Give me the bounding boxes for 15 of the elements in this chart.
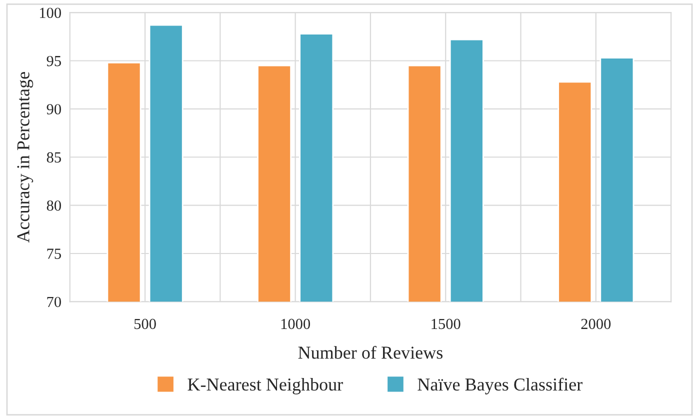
y-axis-title: Accuracy in Percentage <box>17 72 34 243</box>
y-tick-label: 85 <box>46 152 61 163</box>
y-tick-label: 95 <box>46 56 61 66</box>
legend-label: K-Nearest Neighbour <box>188 378 343 394</box>
y-tick-label: 90 <box>46 104 61 114</box>
y-tick-label: 75 <box>47 248 61 259</box>
legend-label: Naïve Bayes Classifier <box>418 378 582 394</box>
x-tick-label: 500 <box>134 318 156 330</box>
y-tick-label: 70 <box>47 296 61 308</box>
x-tick-label: 1500 <box>432 318 460 330</box>
y-tick-label: 100 <box>40 8 61 18</box>
y-tick-label: 80 <box>46 200 61 211</box>
x-tick-label: 1000 <box>281 318 310 330</box>
x-axis-title: Number of Reviews <box>298 346 443 359</box>
x-tick-label: 2000 <box>581 318 611 330</box>
